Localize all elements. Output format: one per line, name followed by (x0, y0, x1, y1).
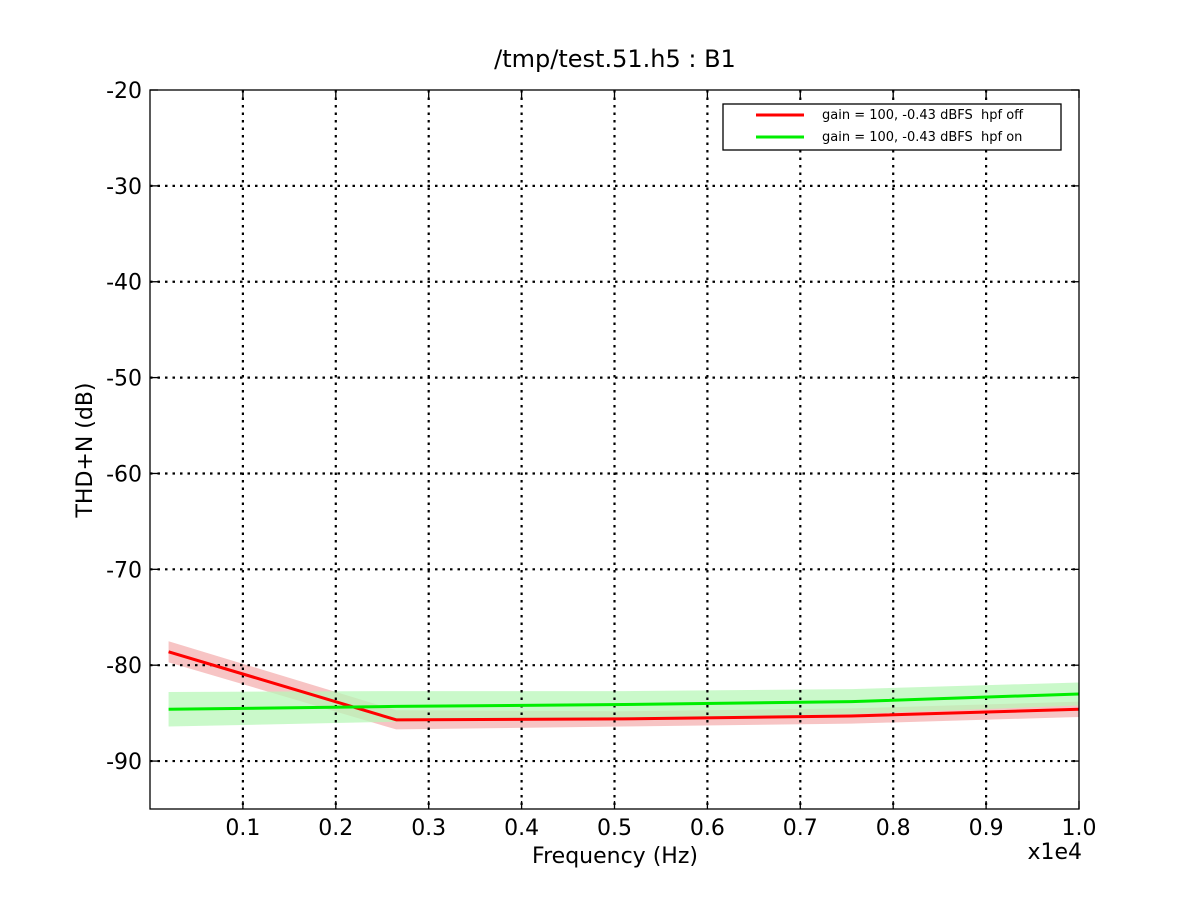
y-tick-label: -30 (106, 175, 142, 200)
x-tick-label: 1.0 (1062, 816, 1097, 841)
y-tick-label: -60 (106, 462, 142, 487)
y-tick-label: -40 (106, 271, 142, 296)
confidence-bands (168, 641, 1079, 730)
legend-label-1: gain = 100, -0.43 dBFS hpf off (822, 108, 1024, 123)
x-tick-label: 0.2 (318, 816, 353, 841)
series-2-line (168, 692, 1080, 711)
legend: gain = 100, -0.43 dBFS hpf off gain = 100… (722, 103, 1062, 151)
grid-lines (150, 90, 1079, 809)
x-tick-label: 0.7 (783, 816, 818, 841)
y-tick-label: -20 (106, 79, 142, 104)
x-axis-label: Frequency (Hz) (532, 844, 698, 869)
series-1-line (168, 650, 1080, 722)
y-tick-label: -90 (106, 750, 142, 775)
legend-label-2: gain = 100, -0.43 dBFS hpf on (822, 130, 1022, 145)
x-tick-label: 0.5 (597, 816, 632, 841)
y-tick-label: -50 (106, 367, 142, 392)
y-tick-label: -70 (106, 558, 142, 583)
axis-ticks (150, 89, 1080, 809)
x-tick-label: 0.3 (411, 816, 446, 841)
x-tick-labels: 0.1 0.2 0.3 0.4 0.5 0.6 0.7 0.8 0.9 1.0 (225, 816, 1096, 841)
x-tick-label: 0.4 (504, 816, 539, 841)
x-tick-label: 0.1 (225, 816, 260, 841)
legend-box (722, 103, 1062, 151)
chart-title: /tmp/test.51.h5 : B1 (494, 45, 736, 73)
x-axis-offset-label: x1e4 (1027, 840, 1082, 865)
x-tick-label: 0.6 (690, 816, 725, 841)
y-tick-labels: -90 -80 -70 -60 -50 -40 -30 -20 (106, 79, 142, 775)
series-lines (168, 650, 1080, 722)
y-tick-label: -80 (106, 654, 142, 679)
y-axis-label: THD+N (dB) (73, 382, 98, 518)
x-tick-label: 0.9 (969, 816, 1004, 841)
x-tick-label: 0.8 (876, 816, 911, 841)
